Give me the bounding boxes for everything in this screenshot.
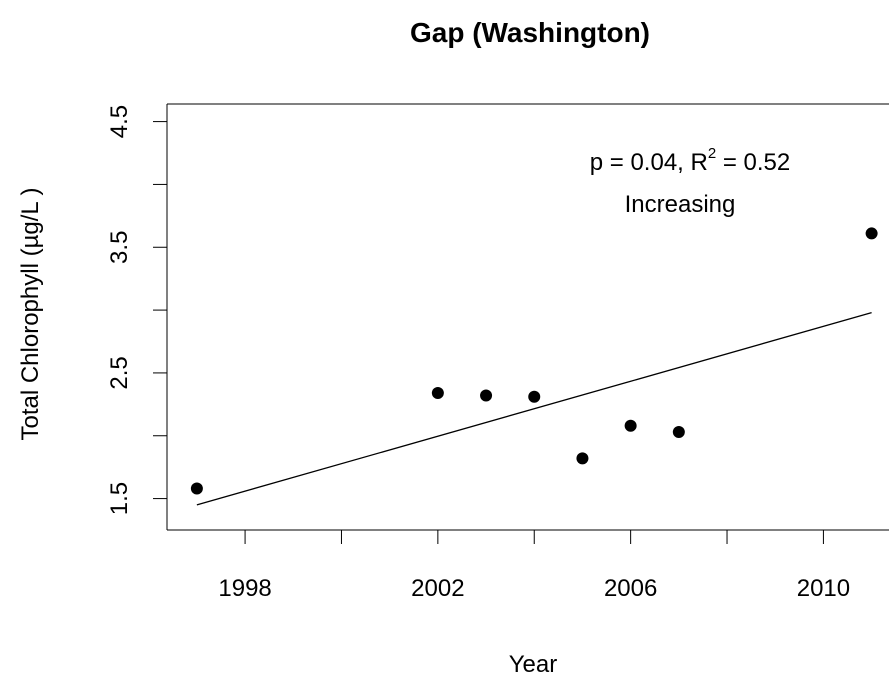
trend-line xyxy=(196,311,872,506)
data-point xyxy=(190,482,203,495)
y-tick-label: 2.5 xyxy=(106,356,133,389)
data-point xyxy=(672,425,685,438)
y-tick-label: 1.5 xyxy=(106,482,133,515)
annotation-superscript: 2 xyxy=(708,145,716,162)
x-tick-label: 2006 xyxy=(604,575,657,602)
data-point xyxy=(480,389,493,402)
y-tick-label: 4.5 xyxy=(106,105,133,138)
data-point xyxy=(528,390,541,403)
annotation-text: = 0.52 xyxy=(716,149,790,176)
annotation: p = 0.04, R2 = 0.52 xyxy=(590,145,790,176)
data-point xyxy=(576,452,589,465)
x-axis-label: Year xyxy=(509,651,558,678)
chart-title: Gap (Washington) xyxy=(410,17,650,48)
data-point xyxy=(431,387,444,400)
data-point xyxy=(624,419,637,432)
y-tick-label: 3.5 xyxy=(106,231,133,264)
data-point xyxy=(865,227,878,240)
annotation: Increasing xyxy=(625,191,736,218)
x-tick-label: 2002 xyxy=(411,575,464,602)
y-axis-label: Total Chlorophyll (µg/L ) xyxy=(17,187,44,440)
x-tick-label: 2010 xyxy=(797,575,850,602)
x-tick-label: 1998 xyxy=(218,575,271,602)
annotation-text: p = 0.04, R xyxy=(590,149,708,176)
